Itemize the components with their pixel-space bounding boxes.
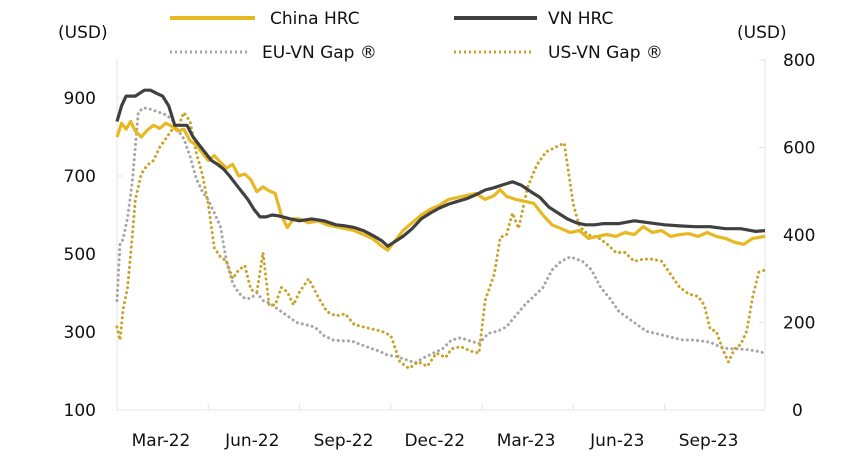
right-tick-label: 0 [792, 401, 803, 421]
right-axis-unit: (USD) [737, 23, 787, 43]
right-tick-label: 600 [783, 139, 815, 159]
x-tick-label: Jun-23 [589, 431, 644, 451]
left-axis-unit: (USD) [58, 23, 108, 43]
series-eu-vn-gap [115, 106, 767, 365]
x-tick-label: Sep-22 [314, 431, 374, 451]
series-us-vn-gap [115, 111, 767, 370]
right-tick-label: 800 [783, 51, 815, 71]
x-tick-marks [116, 404, 666, 410]
x-tick-label: Jun-22 [224, 431, 279, 451]
left-tick-label: 900 [64, 89, 96, 109]
right-tick-label: 400 [783, 226, 815, 246]
legend-label-us-vn-gap: US-VN Gap ® [548, 43, 663, 63]
x-tick-label: Dec-22 [404, 431, 465, 451]
x-tick-label: Mar-22 [132, 431, 191, 451]
series-vn-hrc [115, 88, 766, 248]
x-tick-label: Sep-23 [679, 431, 739, 451]
x-tick-labels: Mar-22 Jun-22 Sep-22 Dec-22 Mar-23 Jun-23 Sep-… [132, 431, 739, 451]
left-tick-label: 700 [64, 167, 96, 187]
series-layer [115, 88, 767, 370]
legend-label-eu-vn-gap: EU-VN Gap ® [262, 43, 377, 63]
legend-label-china-hrc: China HRC [270, 9, 360, 29]
legend-label-vn-hrc: VN HRC [548, 9, 613, 29]
left-tick-label: 100 [64, 401, 96, 421]
left-tick-label: 500 [64, 245, 96, 265]
legend: China HRC VN HRC EU-VN Gap ® US-VN Gap ® [170, 9, 663, 63]
series-china-hrc [115, 119, 766, 252]
right-tick-label: 200 [783, 314, 815, 334]
right-tick-labels: 0 200 400 600 800 [783, 51, 815, 421]
left-tick-label: 300 [64, 323, 96, 343]
x-tick-label: Mar-23 [497, 431, 556, 451]
left-tick-labels: 100 300 500 700 900 [64, 89, 96, 421]
